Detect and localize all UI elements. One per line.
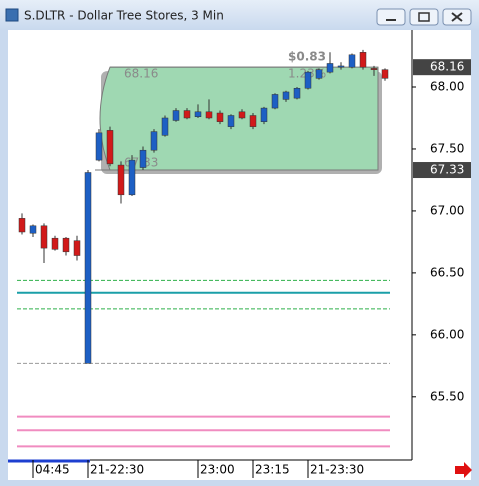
candle-body — [381, 69, 389, 79]
candle-body — [282, 91, 290, 100]
candle-body — [40, 225, 48, 249]
measure-high-label: 68.16 — [124, 67, 158, 81]
candle-body — [18, 218, 26, 233]
candle-body — [84, 172, 92, 364]
candle-body — [293, 87, 301, 99]
candle-body — [315, 69, 323, 79]
app-icon — [5, 8, 19, 22]
y-tick-label: 66.00 — [430, 327, 464, 341]
candle-body — [106, 130, 114, 165]
candle-body — [172, 110, 180, 121]
y-tick-label: 66.50 — [430, 265, 464, 279]
x-tick-label: 23:15 — [255, 463, 290, 477]
candle-body — [216, 112, 224, 122]
candle-body — [359, 52, 367, 68]
window-title: S.DLTR - Dollar Tree Stores, 3 Min — [24, 9, 224, 23]
scroll-arrow[interactable] — [455, 462, 472, 478]
y-tick-label: 65.50 — [430, 389, 464, 403]
close-button[interactable] — [442, 8, 472, 26]
candle-body — [348, 54, 356, 68]
candle-body — [194, 111, 202, 117]
candle-body — [62, 237, 70, 253]
candle-body — [183, 110, 191, 119]
x-tick-label: 23:00 — [200, 463, 235, 477]
x-tick-label: 21-22:30 — [90, 463, 144, 477]
y-tick-label: 68.00 — [430, 80, 464, 94]
candle-body — [370, 68, 378, 70]
maximize-button[interactable] — [409, 8, 439, 26]
price-marker-label: 68.16 — [430, 60, 464, 74]
candle-body — [95, 132, 103, 161]
candle-body — [249, 115, 257, 127]
candle-body — [337, 65, 345, 68]
candle-body — [238, 111, 246, 119]
candle-body — [51, 237, 59, 250]
candle-body — [326, 63, 334, 73]
price-marker — [413, 59, 471, 76]
candle-body — [117, 164, 125, 196]
candle-body — [205, 111, 213, 119]
candle-body — [260, 107, 268, 122]
candle-body — [271, 94, 279, 109]
x-tick-label: 21-23:30 — [310, 463, 364, 477]
minimize-button[interactable] — [376, 8, 406, 26]
candle-body — [29, 225, 37, 234]
measure-change: $0.83 — [288, 50, 326, 64]
candle-body — [150, 131, 158, 151]
y-tick-label: 67.00 — [430, 203, 464, 217]
candle-body — [73, 240, 81, 256]
price-marker — [413, 162, 471, 179]
x-tick-label: 04:45 — [35, 463, 70, 477]
candle-body — [304, 71, 312, 89]
candle-body — [227, 115, 235, 127]
candle-body — [161, 117, 169, 136]
candle-body — [139, 149, 147, 168]
price-marker-label: 67.33 — [430, 163, 464, 177]
y-tick-label: 67.50 — [430, 141, 464, 155]
candle-body — [128, 159, 136, 196]
